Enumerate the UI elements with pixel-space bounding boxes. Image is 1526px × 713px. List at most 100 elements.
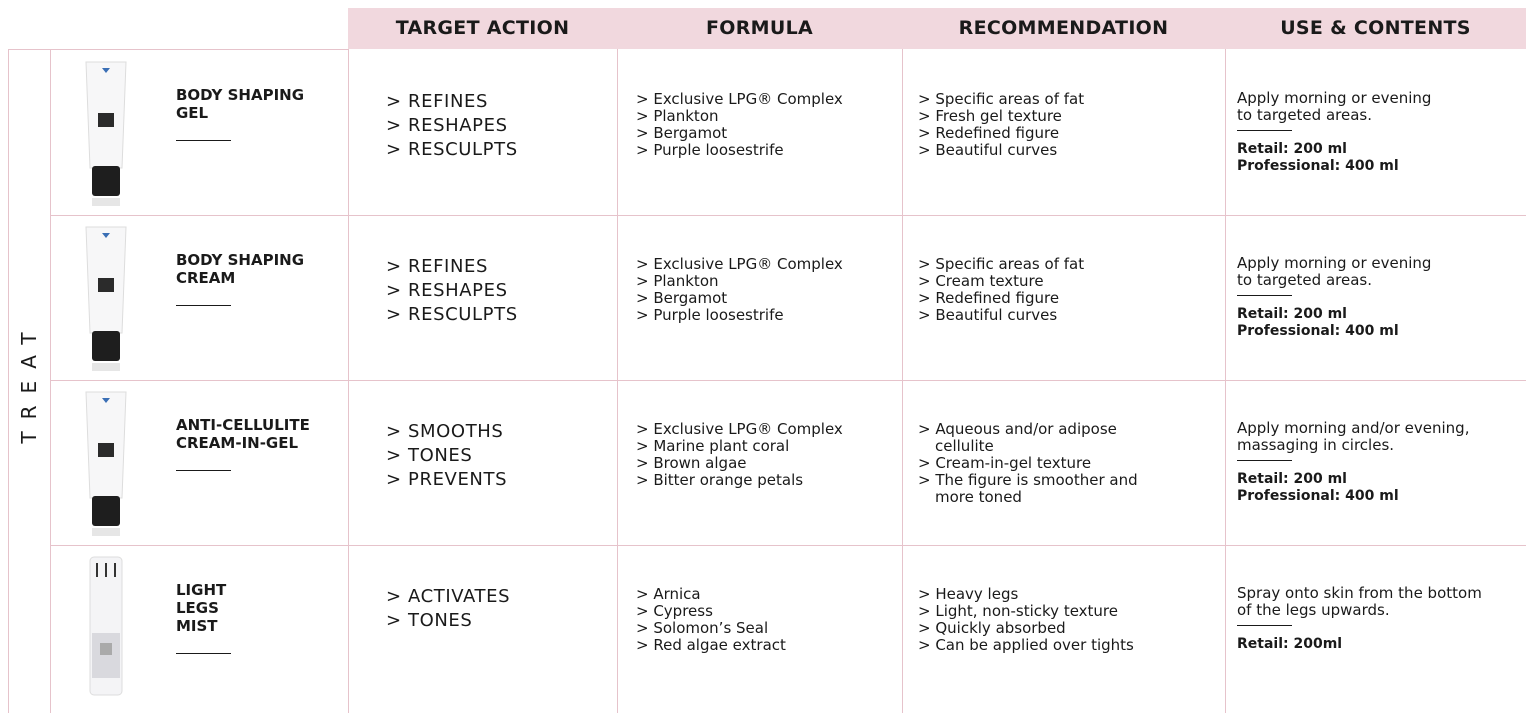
recommendation-item: > Heavy legs bbox=[918, 585, 1019, 603]
formula-item: > Purple loosestrife bbox=[636, 141, 784, 159]
contents-line: Professional: 400 ml bbox=[1237, 158, 1399, 174]
use-line: Spray onto skin from the bottom bbox=[1237, 584, 1482, 602]
column-header: FORMULA bbox=[705, 17, 813, 39]
action-item: > REFINES bbox=[386, 256, 489, 277]
contents-line: Retail: 200 ml bbox=[1237, 141, 1347, 157]
underline bbox=[176, 305, 231, 306]
product-name: BODY SHAPING GEL bbox=[176, 86, 304, 141]
recommendation-item: > Specific areas of fat bbox=[918, 255, 1085, 273]
use-contents: Apply morning or evening to targeted area… bbox=[1237, 255, 1431, 340]
recommendation-list: > Specific areas of fat > Cream texture > … bbox=[918, 256, 1163, 324]
use-line: Apply morning or evening bbox=[1237, 89, 1432, 107]
recommendation-item: > Beautiful curves bbox=[918, 141, 1058, 159]
product-name-line: LEGS bbox=[176, 599, 219, 617]
product-name-line: CREAM bbox=[176, 269, 236, 287]
product-name: BODY SHAPING CREAM bbox=[176, 251, 304, 306]
formula-item: > Arnica bbox=[636, 585, 701, 603]
action-item: > RESCULPTS bbox=[386, 139, 518, 160]
product-name: LIGHT LEGS MIST bbox=[176, 581, 231, 654]
formula-item: > Brown algae bbox=[636, 454, 747, 472]
action-item: > RESCULPTS bbox=[386, 304, 518, 325]
underline bbox=[1237, 295, 1292, 296]
column-header: RECOMMENDATION bbox=[958, 17, 1169, 39]
recommendation-item: > Specific areas of fat bbox=[918, 90, 1085, 108]
formula-item: > Exclusive LPG® Complex bbox=[636, 90, 843, 108]
contents-line: Retail: 200 ml bbox=[1237, 471, 1347, 487]
use-line: Apply morning or evening bbox=[1237, 254, 1432, 272]
use-contents: Apply morning or evening to targeted area… bbox=[1237, 90, 1431, 175]
recommendation-item: > Quickly absorbed bbox=[918, 619, 1066, 637]
formula-item: > Bitter orange petals bbox=[636, 471, 804, 489]
target-actions: > REFINES > RESHAPES > RESCULPTS bbox=[386, 255, 518, 327]
target-actions: > ACTIVATES > TONES bbox=[386, 585, 510, 633]
underline bbox=[176, 140, 231, 141]
target-actions: > SMOOTHS > TONES > PREVENTS bbox=[386, 420, 507, 492]
formula-item: > Plankton bbox=[636, 107, 719, 125]
formula-item: > Bergamot bbox=[636, 289, 728, 307]
recommendation-item: > Cream texture bbox=[918, 272, 1044, 290]
product-image bbox=[85, 61, 127, 206]
recommendation-list: > Specific areas of fat > Fresh gel textu… bbox=[918, 91, 1163, 159]
recommendation-item: > Can be applied over tights bbox=[918, 636, 1134, 654]
formula-list: > Exclusive LPG® Complex > Plankton > Berg… bbox=[636, 256, 916, 324]
formula-item: > Red algae extract bbox=[636, 636, 786, 654]
recommendation-item: > Redefined figure bbox=[918, 124, 1060, 142]
recommendation-item: > The figure is smoother and more toned bbox=[918, 471, 1138, 506]
divider bbox=[50, 545, 1526, 546]
recommendation-item: > Fresh gel texture bbox=[918, 107, 1062, 125]
underline bbox=[1237, 625, 1292, 626]
use-line: of the legs upwards. bbox=[1237, 601, 1390, 619]
action-item: > TONES bbox=[386, 610, 473, 631]
underline bbox=[1237, 130, 1292, 131]
product-image bbox=[85, 226, 127, 371]
underline bbox=[176, 470, 231, 471]
formula-item: > Marine plant coral bbox=[636, 437, 790, 455]
divider bbox=[1225, 49, 1226, 713]
divider bbox=[8, 50, 9, 713]
column-header: TARGET ACTION bbox=[395, 17, 570, 39]
product-name-line: BODY SHAPING bbox=[176, 251, 305, 269]
header-band bbox=[348, 8, 1526, 49]
contents-line: Retail: 200ml bbox=[1237, 636, 1343, 652]
use-line: Apply morning and/or evening, bbox=[1237, 419, 1470, 437]
use-line: to targeted areas. bbox=[1237, 271, 1372, 289]
action-item: > PREVENTS bbox=[386, 469, 508, 490]
product-name-line: LIGHT bbox=[176, 581, 227, 599]
product-name-line: BODY SHAPING bbox=[176, 86, 305, 104]
formula-list: > Exclusive LPG® Complex > Marine plant c… bbox=[636, 421, 916, 489]
divider bbox=[617, 49, 618, 713]
recommendation-list: > Heavy legs > Light, non-sticky texture >… bbox=[918, 586, 1163, 654]
action-item: > ACTIVATES bbox=[386, 586, 511, 607]
divider bbox=[50, 380, 1526, 381]
product-image bbox=[85, 391, 127, 536]
action-item: > REFINES bbox=[386, 91, 489, 112]
product-image bbox=[89, 556, 123, 696]
formula-item: > Exclusive LPG® Complex bbox=[636, 420, 843, 438]
use-line: to targeted areas. bbox=[1237, 106, 1372, 124]
use-contents: Spray onto skin from the bottom of the le… bbox=[1237, 585, 1482, 653]
recommendation-item: > Light, non-sticky texture bbox=[918, 602, 1118, 620]
product-name-line: MIST bbox=[176, 617, 218, 635]
product-name-line: ANTI-CELLULITE bbox=[176, 416, 310, 434]
formula-item: > Cypress bbox=[636, 602, 713, 620]
product-name-line: CREAM-IN-GEL bbox=[176, 434, 299, 452]
action-item: > TONES bbox=[386, 445, 473, 466]
product-name-line: GEL bbox=[176, 104, 209, 122]
underline bbox=[176, 653, 231, 654]
divider bbox=[50, 50, 51, 713]
recommendation-item: > Beautiful curves bbox=[918, 306, 1058, 324]
formula-item: > Plankton bbox=[636, 272, 719, 290]
recommendation-list: > Aqueous and/or adipose cellulite > Crea… bbox=[918, 421, 1163, 506]
formula-item: > Purple loosestrife bbox=[636, 306, 784, 324]
section-label: TREAT bbox=[8, 50, 50, 713]
contents-line: Professional: 400 ml bbox=[1237, 488, 1399, 504]
divider bbox=[8, 49, 348, 50]
contents-line: Professional: 400 ml bbox=[1237, 323, 1399, 339]
formula-item: > Exclusive LPG® Complex bbox=[636, 255, 843, 273]
recommendation-item: > Redefined figure bbox=[918, 289, 1060, 307]
product-name: ANTI-CELLULITE CREAM-IN-GEL bbox=[176, 416, 310, 471]
use-line: massaging in circles. bbox=[1237, 436, 1395, 454]
underline bbox=[1237, 460, 1292, 461]
divider bbox=[50, 215, 1526, 216]
target-actions: > REFINES > RESHAPES > RESCULPTS bbox=[386, 90, 518, 162]
